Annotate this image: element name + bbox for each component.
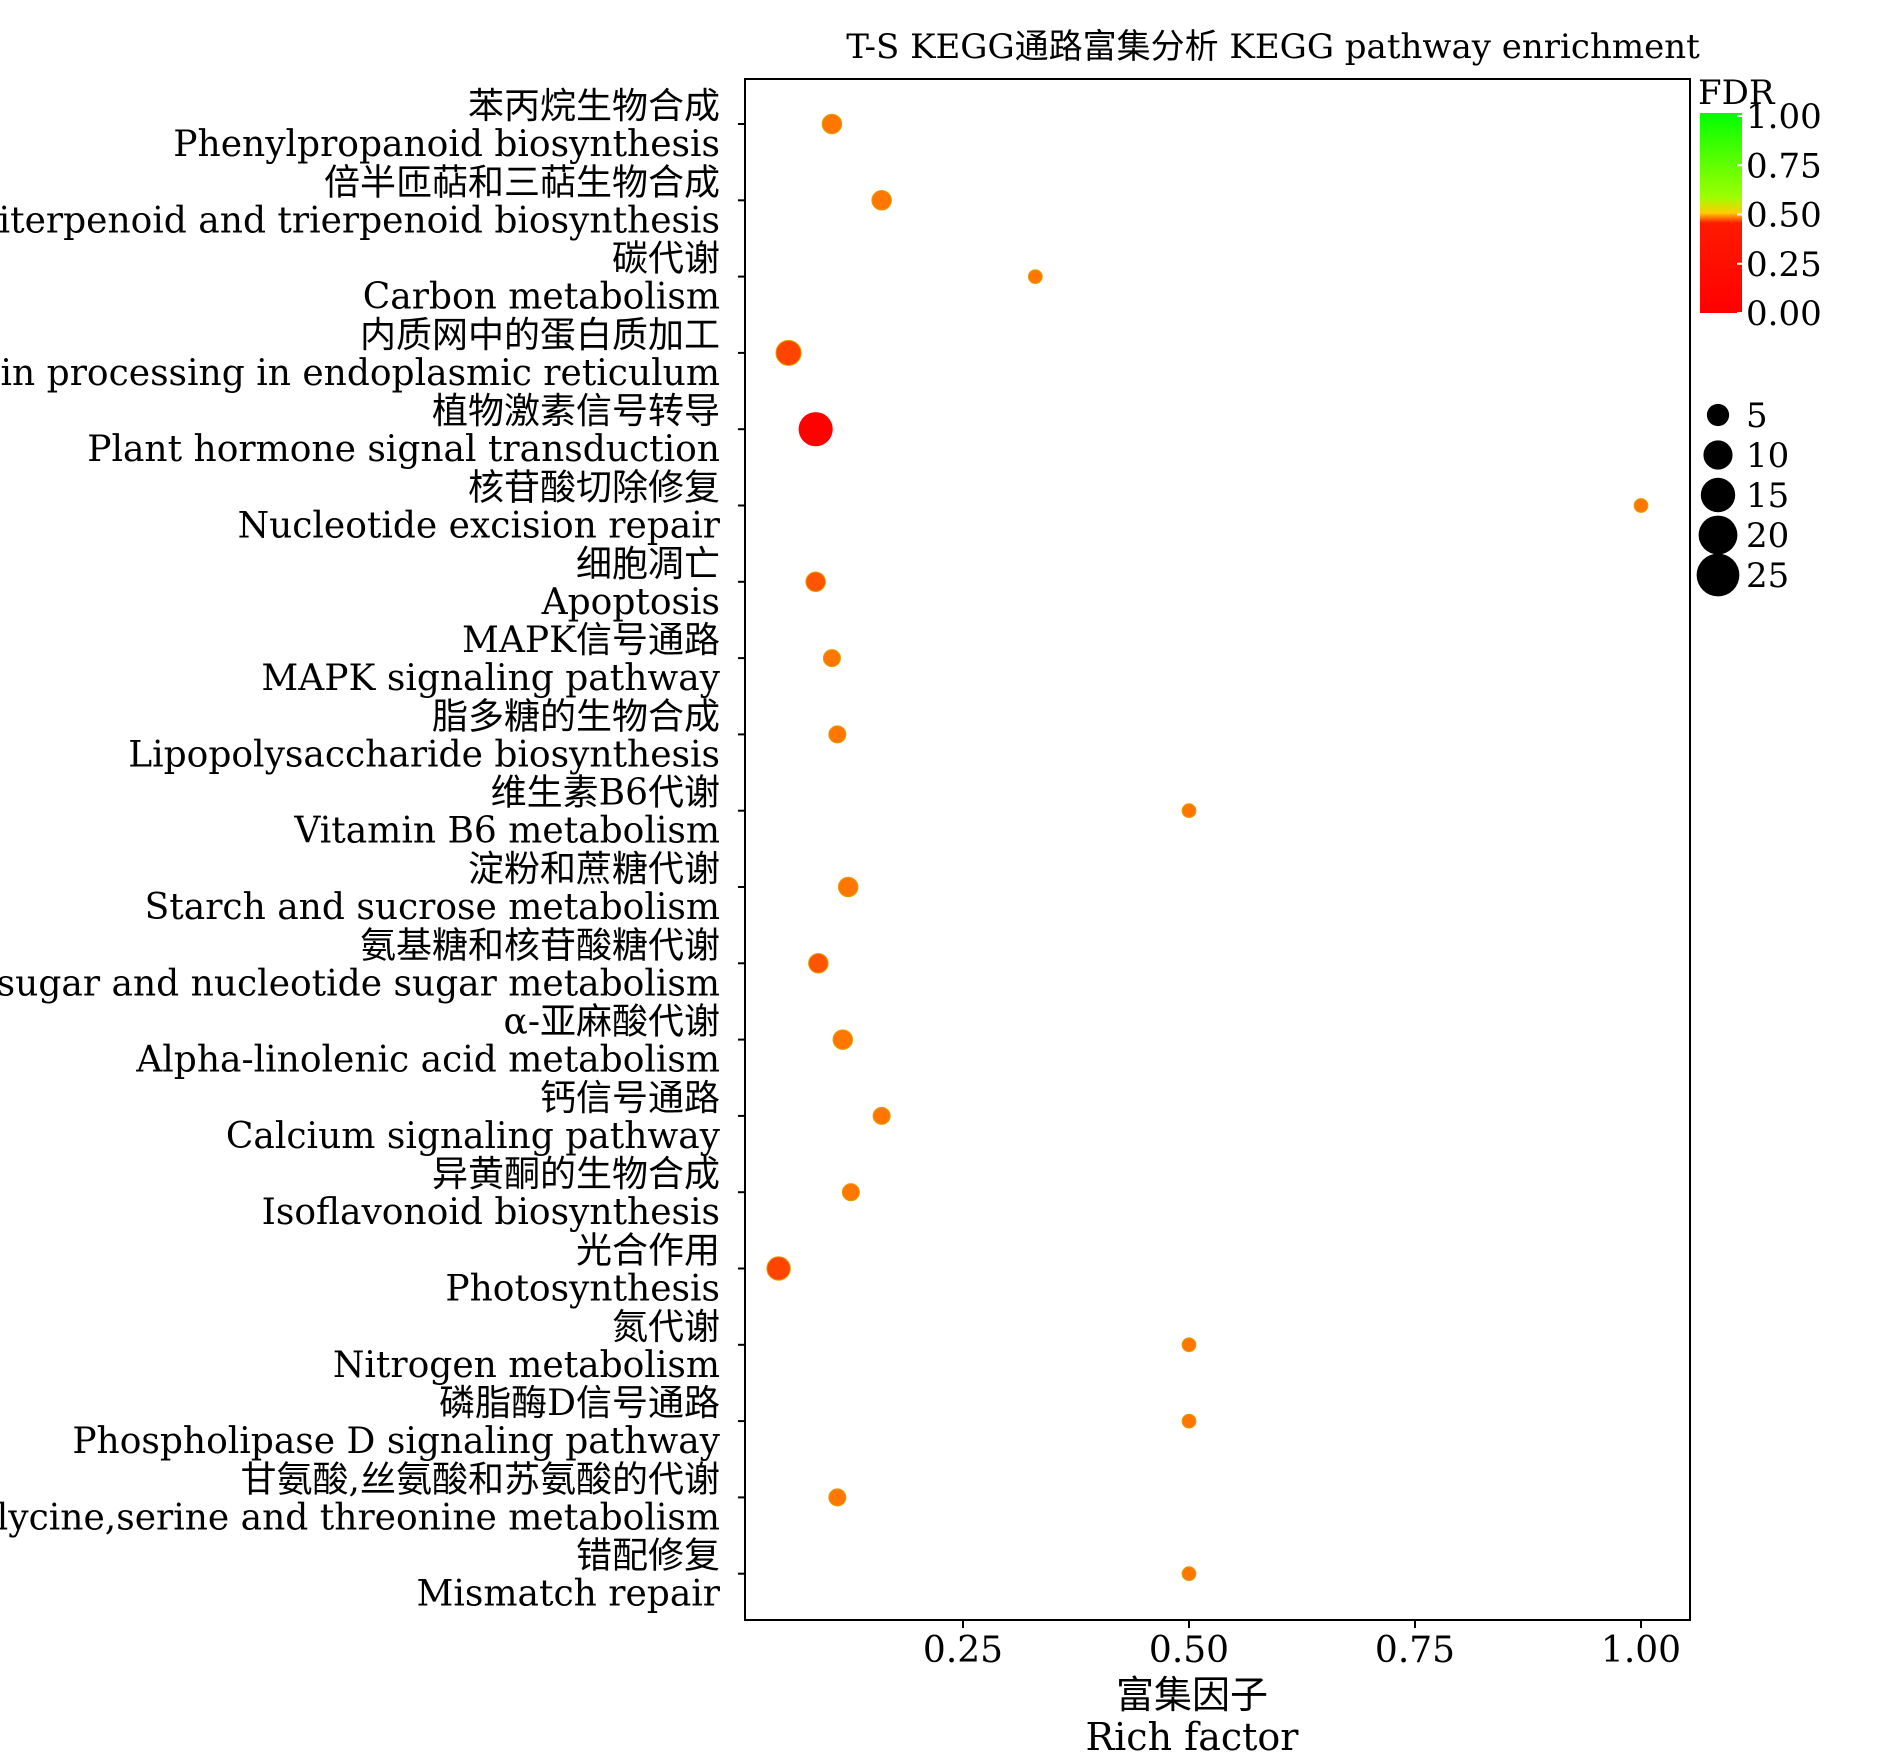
category-label-en: Protein processing in endoplasmic reticu… xyxy=(0,353,720,394)
data-point xyxy=(1181,1566,1197,1582)
data-point xyxy=(832,1029,854,1050)
x-tick-label: 1.00 xyxy=(1601,1630,1681,1671)
category-label-en: Carbon metabolism xyxy=(363,277,720,318)
data-point xyxy=(1633,498,1649,513)
category-label-cn: 核苷酸切除修复 xyxy=(468,468,720,509)
fdr-tick-label: 0.50 xyxy=(1746,196,1822,236)
data-point xyxy=(805,571,826,593)
fdr-tick-label: 0.25 xyxy=(1746,245,1822,285)
category-label-en: Apoptosis xyxy=(541,582,720,623)
category-label-en: Photosynthesis xyxy=(445,1269,720,1310)
category-label-cn: 光合作用 xyxy=(576,1231,720,1272)
data-point xyxy=(871,190,892,211)
data-point xyxy=(798,412,833,447)
category-label-en: Phospholipase D signaling pathway xyxy=(72,1421,720,1462)
data-points xyxy=(766,113,1649,1582)
category-label-en: Starch and sucrose metabolism xyxy=(145,887,720,928)
category-label-en: Plant hormone signal transduction xyxy=(87,429,720,470)
chart-title: T-S KEGG通路富集分析 KEGG pathway enrichment xyxy=(846,27,1700,67)
category-label-cn: 碳代谢 xyxy=(612,239,720,280)
data-point xyxy=(828,1488,847,1507)
category-label-en: Mismatch repair xyxy=(417,1574,721,1615)
size-legend-label: 15 xyxy=(1746,476,1789,516)
category-label-cn: α-亚麻酸代谢 xyxy=(504,1002,720,1043)
x-tick-label: 0.75 xyxy=(1375,1630,1455,1671)
data-point xyxy=(822,649,841,668)
category-label-en: Calcium signaling pathway xyxy=(226,1116,721,1157)
category-label-cn: 植物激素信号转导 xyxy=(432,391,720,432)
data-point xyxy=(872,1106,891,1125)
category-label-cn: 异黄酮的生物合成 xyxy=(432,1154,720,1195)
size-legend-label: 20 xyxy=(1746,516,1789,556)
category-label-cn: 脂多糖的生物合成 xyxy=(432,696,720,737)
category-label-cn: 淀粉和蔗糖代谢 xyxy=(468,849,720,890)
data-point xyxy=(828,725,847,744)
data-point xyxy=(821,113,843,135)
category-label-en: Nucleotide excision repair xyxy=(238,506,721,547)
category-label-cn: 氨基糖和核苷酸糖代谢 xyxy=(360,925,720,966)
data-point xyxy=(775,339,802,366)
category-label-cn: 甘氨酸,丝氨酸和苏氨酸的代谢 xyxy=(241,1459,720,1500)
data-point xyxy=(1181,1337,1197,1353)
fdr-tick-label: 0.75 xyxy=(1746,146,1822,186)
fdr-legend-title: FDR xyxy=(1698,73,1776,113)
category-label-en: Nitrogen metabolism xyxy=(333,1345,720,1386)
x-axis: 0.25 0.50 0.75 1.00 xyxy=(923,1620,1681,1671)
size-legend-dot xyxy=(1698,515,1738,555)
category-label-cn: 氮代谢 xyxy=(612,1307,720,1348)
x-axis-title-cn: 富集因子 xyxy=(1116,1673,1268,1717)
x-tick-label: 0.50 xyxy=(1149,1630,1229,1671)
data-point xyxy=(1181,1413,1197,1429)
category-label-cn: 内质网中的蛋白质加工 xyxy=(360,315,720,356)
data-point xyxy=(837,876,859,898)
data-point xyxy=(1027,269,1043,285)
fdr-color-legend: FDR 1.00 0.75 0.50 0.25 0.00 xyxy=(1698,73,1822,334)
fdr-tick-label: 1.00 xyxy=(1746,97,1822,137)
size-legend-dot xyxy=(1706,403,1730,427)
category-label-en: Phenylpropanoid biosynthesis xyxy=(173,124,720,165)
size-legend-label: 10 xyxy=(1746,436,1789,476)
size-legend-label: 5 xyxy=(1746,396,1768,436)
category-label-cn: MAPK信号通路 xyxy=(462,620,720,661)
category-label-en: Lipopolysaccharide biosynthesis xyxy=(128,734,720,775)
data-point xyxy=(766,1256,791,1281)
category-label-en: Sesquiterpenoid and trierpenoid biosynth… xyxy=(0,200,720,241)
category-label-en: Isoflavonoid biosynthesis xyxy=(262,1192,720,1233)
category-label-en: Alpha-linolenic acid metabolism xyxy=(135,1040,720,1081)
fdr-colorbar xyxy=(1700,113,1742,313)
size-legend-dot xyxy=(1696,553,1740,597)
data-point xyxy=(808,953,829,974)
category-label-cn: 倍半匝萜和三萜生物合成 xyxy=(324,162,720,203)
category-label-cn: 磷脂酶D信号通路 xyxy=(439,1383,720,1424)
data-point xyxy=(1181,803,1197,819)
category-label-en: Glycine,serine and threonine metabolism xyxy=(0,1497,720,1538)
x-tick-label: 0.25 xyxy=(923,1630,1003,1671)
category-label-cn: 苯丙烷生物合成 xyxy=(468,86,720,127)
category-label-cn: 细胞凋亡 xyxy=(576,544,720,585)
category-label-en: Amino sugar and nucleotide sugar metabol… xyxy=(0,963,720,1004)
category-label-en: Vitamin B6 metabolism xyxy=(293,811,720,852)
category-label-cn: 错配修复 xyxy=(576,1536,720,1577)
size-legend-dot xyxy=(1700,477,1736,513)
data-point xyxy=(841,1183,860,1202)
category-label-cn: 维生素B6代谢 xyxy=(491,773,720,814)
category-label-en: MAPK signaling pathway xyxy=(261,658,720,699)
size-legend-dot xyxy=(1703,440,1733,470)
plot-area-border xyxy=(744,78,1691,1621)
x-axis-title-en: Rich factor xyxy=(1086,1715,1300,1759)
size-legend-label: 25 xyxy=(1746,556,1789,596)
category-label-cn: 钙信号通路 xyxy=(540,1078,720,1119)
fdr-tick-label: 0.00 xyxy=(1746,294,1822,334)
